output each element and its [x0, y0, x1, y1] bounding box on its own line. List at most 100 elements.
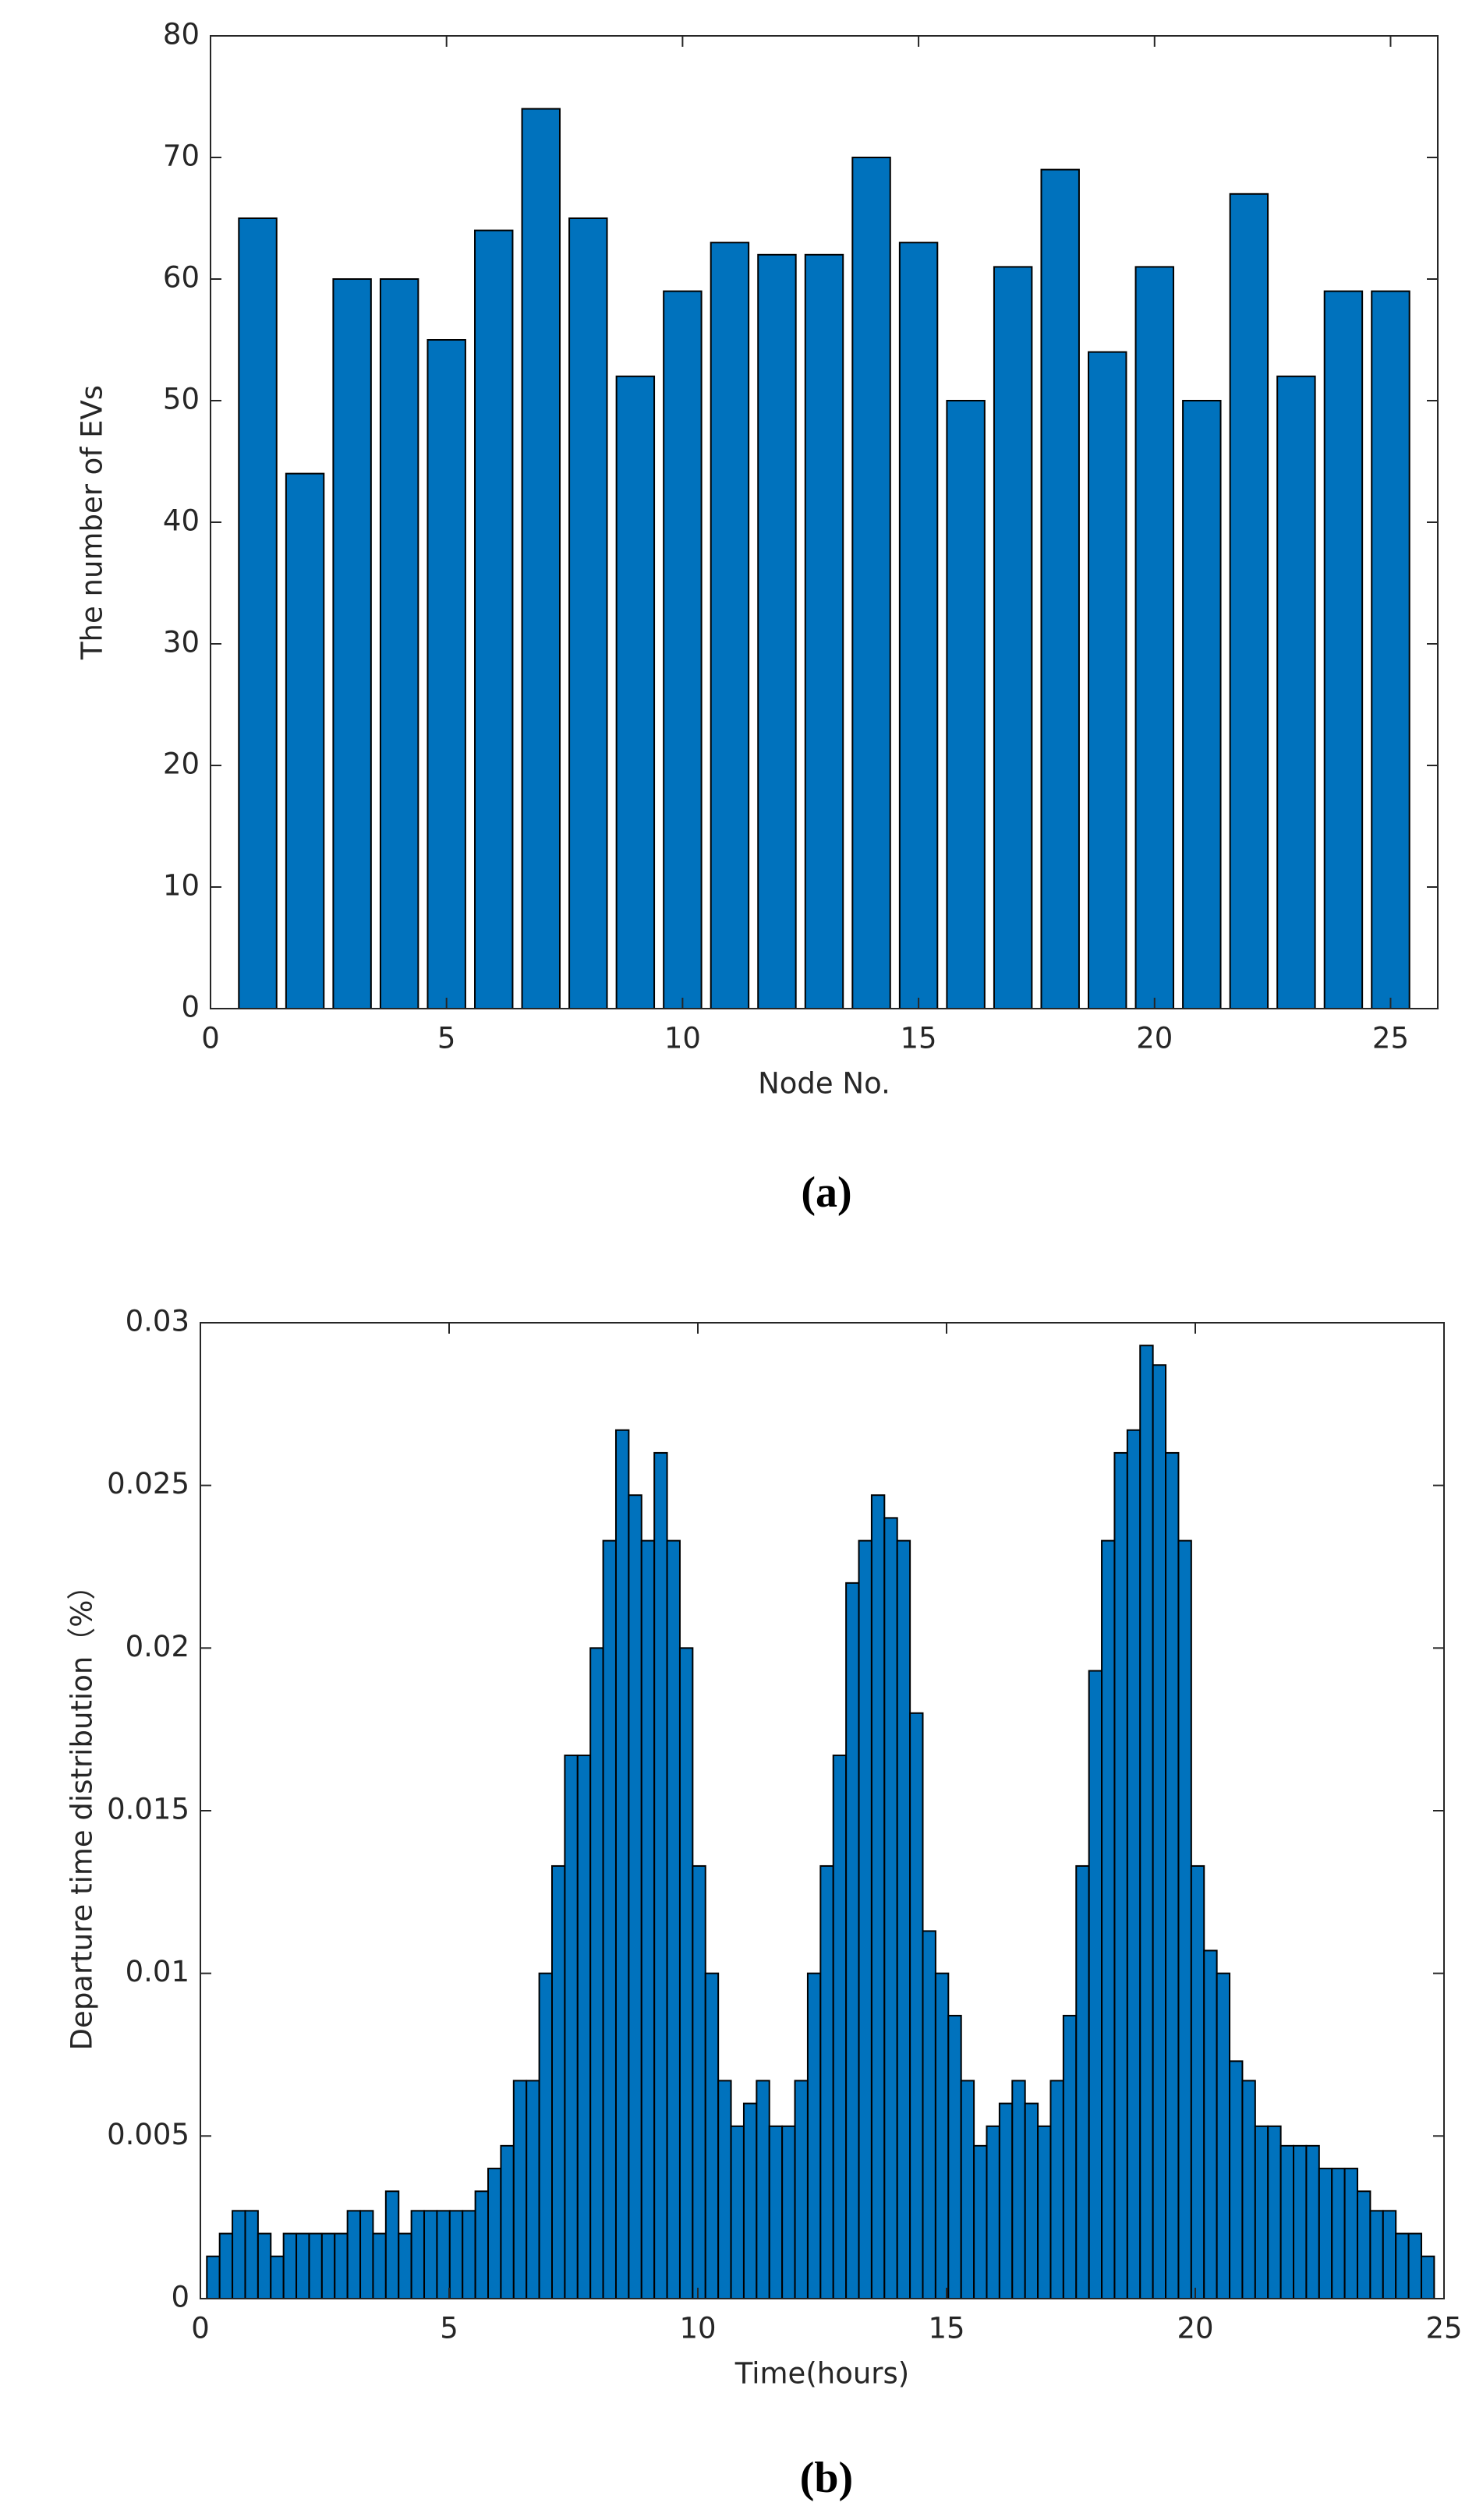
bar	[678, 1647, 694, 2299]
bar	[1369, 2210, 1384, 2300]
bar	[1165, 1451, 1180, 2299]
bar	[285, 472, 325, 1009]
bar	[704, 1972, 720, 2300]
bar	[806, 1972, 822, 2300]
y-tick-label: 40	[163, 504, 200, 538]
bar	[551, 1864, 566, 2300]
bar	[448, 2210, 464, 2300]
x-tick-label: 10	[664, 1022, 701, 1055]
x-tick-label: 5	[440, 2312, 458, 2345]
bar	[1113, 1451, 1128, 2299]
bar	[462, 2210, 476, 2300]
bar	[1062, 2014, 1078, 2299]
y-tick-label: 0	[181, 991, 200, 1024]
bar	[1190, 1864, 1205, 2300]
bar	[1276, 375, 1316, 1009]
bar	[1075, 1864, 1090, 2300]
bar	[934, 1972, 950, 2300]
bar	[1134, 266, 1174, 1009]
y-tick-label: 30	[163, 626, 200, 659]
bar	[538, 1972, 554, 2300]
bar	[589, 1647, 604, 2299]
bar	[883, 1517, 898, 2299]
bar	[1305, 2144, 1320, 2299]
bar	[308, 2232, 323, 2300]
bar	[1182, 400, 1222, 1009]
bar	[730, 2125, 745, 2299]
bar	[1279, 2144, 1295, 2299]
y-tick-label: 0.025	[107, 1467, 189, 1500]
bar	[947, 2014, 962, 2299]
y-tick-label: 0	[171, 2281, 189, 2314]
x-axis-label: Time(hours)	[734, 2357, 909, 2391]
bar	[896, 1539, 911, 2299]
bar	[1229, 193, 1269, 1009]
bar	[512, 2080, 528, 2300]
bar	[1395, 2232, 1410, 2300]
bar	[384, 2190, 400, 2300]
bar	[757, 253, 797, 1009]
bar	[206, 2255, 221, 2299]
y-tick-label: 0.03	[126, 1305, 189, 1338]
x-axis-label: Node No.	[758, 1067, 890, 1101]
bar	[1139, 1345, 1154, 2299]
caption: (a)	[801, 1168, 851, 1217]
y-tick-label: 0.005	[107, 2118, 189, 2151]
bar	[1254, 2125, 1269, 2299]
y-tick-label: 20	[163, 748, 200, 781]
bar	[1229, 2060, 1244, 2299]
bar	[1241, 2080, 1256, 2300]
bar	[898, 242, 939, 1009]
y-tick-label: 0.02	[126, 1630, 189, 1663]
bar	[1407, 2232, 1422, 2300]
y-tick-label: 60	[163, 261, 200, 295]
bar	[1343, 2168, 1358, 2299]
bar	[1088, 1670, 1103, 2299]
bar	[1040, 168, 1080, 1010]
bar	[1203, 1949, 1218, 2300]
bar	[794, 2080, 809, 2300]
bar	[922, 1930, 936, 2299]
bar	[653, 1451, 668, 2299]
x-tick-label: 20	[1177, 2312, 1213, 2345]
bar	[870, 1494, 886, 2299]
bar	[602, 1539, 617, 2299]
bar	[615, 375, 656, 1009]
bar	[946, 400, 986, 1009]
bar	[436, 2210, 451, 2300]
bar	[845, 1582, 860, 2300]
bar	[663, 290, 703, 1010]
bar	[500, 2144, 515, 2299]
caption: (b)	[800, 2454, 853, 2502]
bar	[804, 253, 844, 1009]
bar	[998, 2102, 1014, 2300]
bar	[1216, 1972, 1231, 2300]
bar	[232, 2210, 246, 2300]
bar	[244, 2210, 259, 2300]
bar	[1024, 2102, 1039, 2300]
bar	[270, 2255, 285, 2299]
bar	[1011, 2080, 1026, 2300]
bar	[640, 1539, 656, 2299]
y-tick-label: 0.01	[126, 1955, 189, 1988]
bar	[1088, 351, 1127, 1010]
bar	[1323, 290, 1364, 1010]
bar	[1152, 1364, 1167, 2299]
bar	[717, 2080, 732, 2300]
bar	[742, 2102, 758, 2300]
bar	[692, 1864, 706, 2300]
x-tick-label: 20	[1136, 1022, 1173, 1055]
bar	[1371, 290, 1410, 1010]
x-tick-label: 25	[1372, 1022, 1409, 1055]
bar	[332, 278, 372, 1009]
x-tick-label: 10	[679, 2312, 716, 2345]
bar	[379, 278, 419, 1009]
bar	[851, 157, 891, 1009]
bar	[666, 1539, 681, 2299]
bar	[1382, 2210, 1397, 2300]
bar	[781, 2125, 796, 2299]
bar	[474, 2190, 490, 2300]
bar	[710, 242, 750, 1009]
bar	[474, 229, 514, 1010]
